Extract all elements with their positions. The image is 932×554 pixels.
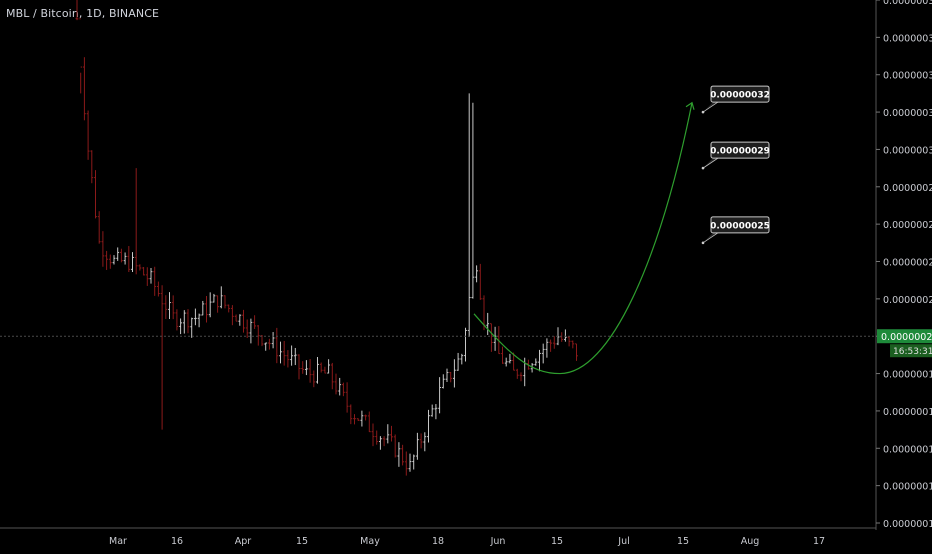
callout-pointer — [702, 232, 720, 244]
time-tick-label: Aug — [741, 536, 760, 547]
price-callout[interactable]: 0.00000029 — [701, 141, 770, 170]
time-tick-label: Jul — [617, 536, 629, 547]
price-tick-label: 0.00000026 — [883, 220, 932, 231]
time-tick-label: May — [360, 536, 380, 547]
callout-label: 0.00000032 — [710, 91, 770, 101]
price-callouts: 0.00000032 0.00000029 0.00000025 — [701, 85, 770, 245]
callout-box — [710, 216, 770, 234]
time-tick-label: 18 — [432, 536, 444, 547]
time-tick-label: 15 — [551, 536, 563, 547]
price-tick-label: 0.00000034 — [883, 71, 932, 82]
callout-pointer — [702, 157, 720, 169]
callout-label: 0.00000029 — [710, 147, 770, 157]
price-tick-label: 0.00000038 — [883, 0, 932, 7]
price-tick-label: 0.00000032 — [883, 108, 932, 119]
price-tick-label: 0.00000018 — [883, 370, 932, 381]
time-tick-label: 15 — [296, 536, 308, 547]
callout-box — [710, 141, 770, 159]
price-tick-label: 0.00000024 — [883, 258, 932, 269]
price-tick-label: 0.00000028 — [883, 183, 932, 194]
time-tick-label: Jun — [490, 536, 506, 547]
price-tick-label: 0.00000036 — [883, 33, 932, 44]
price-tick-label: 0.00000012 — [883, 482, 932, 493]
price-tick-label: 0.00000022 — [883, 295, 932, 306]
callout-anchor-dot — [701, 241, 705, 245]
time-tick-label: 15 — [677, 536, 689, 547]
callout-anchor-dot — [701, 166, 705, 170]
price-axis-bg — [876, 0, 932, 550]
price-tick-label: 0.00000014 — [883, 444, 932, 455]
callout-box — [710, 85, 770, 103]
chart-title: MBL / Bitcoin, 1D, BINANCE — [6, 7, 160, 20]
time-axis: Mar 16 Apr 15 May 18 Jun 15 Jul 15 Aug 17 — [0, 527, 876, 547]
projection-curve — [473, 102, 693, 375]
candle-series — [75, 0, 578, 476]
current-price-badge — [877, 329, 932, 344]
price-callout[interactable]: 0.00000032 — [701, 85, 770, 114]
countdown-badge — [890, 344, 932, 358]
time-tick-label: Mar — [109, 536, 127, 547]
callout-label: 0.00000025 — [710, 221, 770, 231]
time-tick-label: 17 — [813, 536, 825, 547]
price-callout[interactable]: 0.00000025 — [701, 216, 770, 245]
price-axis: 0.00000038 0.00000036 0.00000034 0.00000032… — [875, 0, 932, 550]
time-tick-label: 16 — [171, 536, 183, 547]
time-tick-label: Apr — [235, 536, 252, 547]
projection-arrowhead — [685, 101, 695, 110]
callout-anchor-dot — [701, 110, 705, 114]
callout-pointer — [702, 101, 720, 113]
countdown-label: 16:53:31 — [893, 347, 932, 357]
price-tick-label: 0.00000016 — [883, 407, 932, 418]
